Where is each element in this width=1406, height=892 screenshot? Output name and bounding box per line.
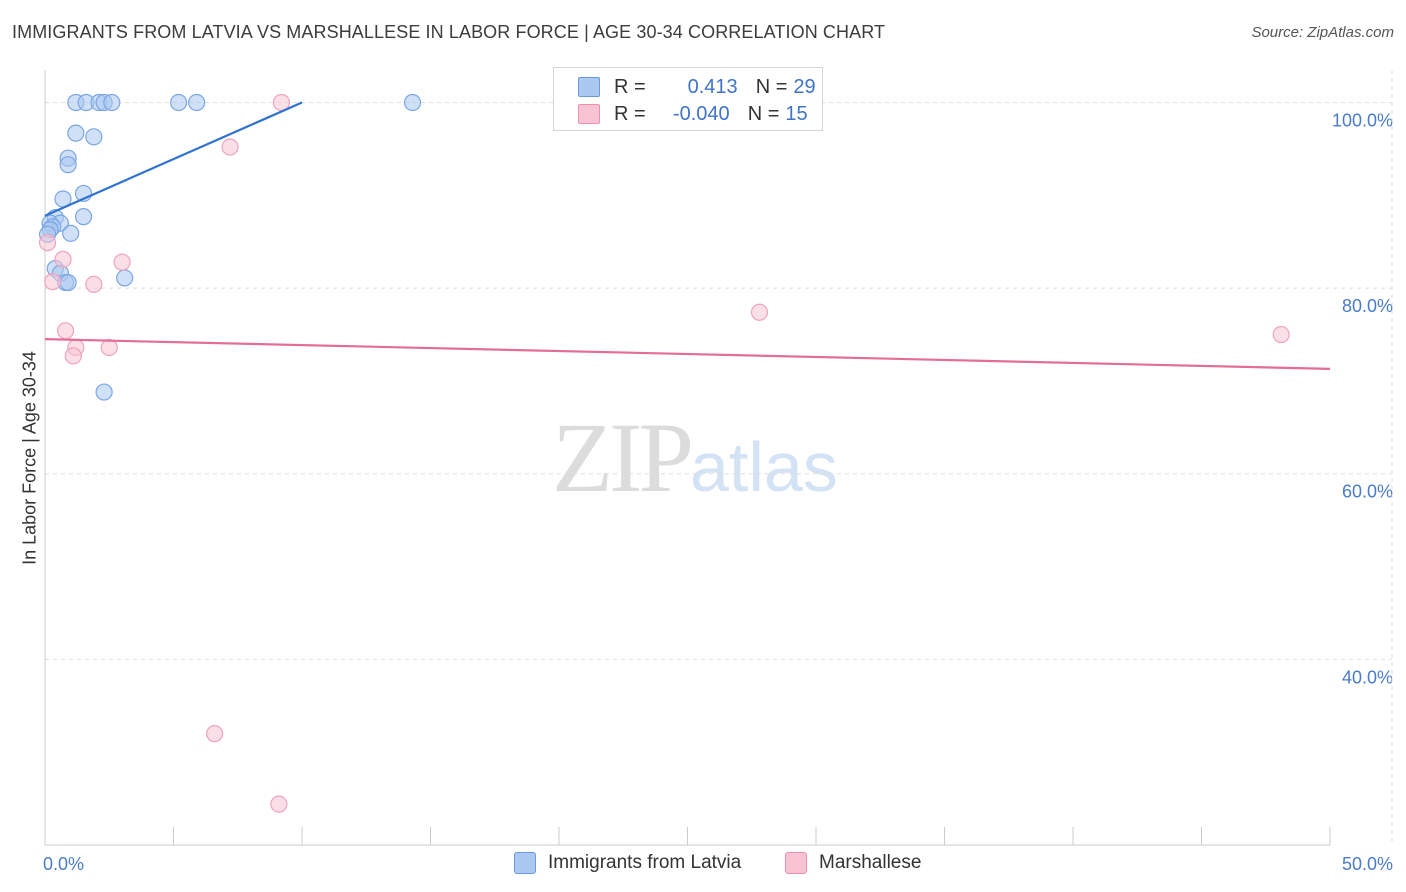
zipatlas-watermark: ZIPatlas [552,400,838,515]
data-point-latvia [103,93,121,112]
data-point-marshallese [270,795,288,813]
source-label: Source: ZipAtlas.com [1251,24,1394,41]
trend-line-latvia [44,101,303,217]
data-point-marshallese [100,338,118,357]
legend-r-value-latvia: 0.413 [687,75,738,98]
data-point-latvia [74,208,93,226]
y-tick-label: 100.0% [1332,110,1393,130]
legend-item-latvia: Immigrants from Latvia [514,852,741,874]
legend-r-label: R = [614,75,646,98]
data-point-marshallese [38,234,57,252]
x-tick-label: 50.0% [1342,854,1393,874]
data-point-marshallese [750,303,769,321]
watermark-atlas: atlas [690,428,838,506]
legend-n-label: N = [747,102,780,125]
legend-label-marshallese: Marshallese [819,852,922,873]
data-point-marshallese [56,322,75,340]
data-point-latvia [59,273,77,292]
data-point-marshallese [44,273,62,291]
data-point-latvia [116,269,134,287]
data-point-latvia [95,383,113,401]
legend-label-latvia: Immigrants from Latvia [548,852,742,873]
data-point-latvia [170,93,188,112]
data-point-latvia [403,93,422,112]
watermark-zip: ZIP [552,402,694,513]
data-point-latvia [59,156,77,174]
legend-swatch-latvia [578,77,600,97]
data-point-marshallese [221,138,239,156]
data-point-marshallese [113,253,131,271]
trend-line-marshallese [44,338,1331,370]
data-point-latvia [188,93,206,112]
data-point-marshallese [54,250,72,268]
y-tick-label: 60.0% [1342,482,1393,502]
legend-r-label: R = [614,102,646,125]
series-legend: Immigrants from Latvia Marshallese [0,852,1406,878]
legend-swatch-marshallese [578,104,600,124]
data-point-marshallese [64,347,82,365]
x-tick-label: 0.0% [43,854,84,874]
data-point-marshallese [85,275,103,294]
legend-row-marshallese: R = -0.040 N = 15 [578,102,808,126]
legend-item-marshallese: Marshallese [785,852,921,874]
data-point-latvia [85,128,103,146]
data-point-marshallese [1272,325,1290,344]
legend-n-label: N = [755,75,788,98]
correlation-legend: R = 0.413 N = 29 R = -0.040 N = 15 [553,67,823,131]
data-point-marshallese [206,725,224,743]
data-point-latvia [62,224,80,242]
data-point-latvia [67,124,85,142]
legend-swatch-marshallese [785,852,807,874]
legend-r-value-marshallese: -0.040 [672,102,730,125]
legend-row-latvia: R = 0.413 N = 29 [578,75,816,99]
legend-swatch-latvia [514,852,536,874]
y-tick-label: 80.0% [1342,296,1393,316]
legend-n-value-latvia: 29 [793,75,816,98]
legend-n-value-marshallese: 15 [785,102,808,125]
y-tick-label: 40.0% [1342,667,1393,687]
chart-title: IMMIGRANTS FROM LATVIA VS MARSHALLESE IN… [12,22,886,42]
